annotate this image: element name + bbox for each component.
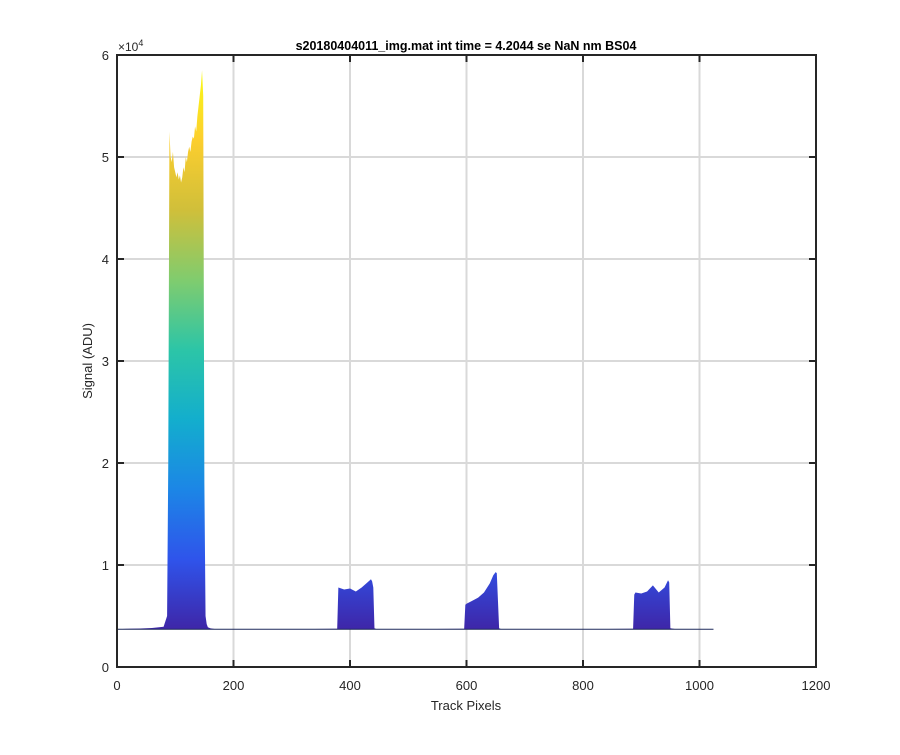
- x-axis-label: Track Pixels: [431, 698, 502, 713]
- series-layer: [117, 70, 714, 630]
- y-axis-label: Signal (ADU): [80, 323, 95, 399]
- y-exponent-label: ×104: [118, 38, 143, 54]
- x-tick-label: 0: [113, 678, 120, 693]
- axes: 0 200 400 600 800 1000 1200 0 1 2 3 4 5 6: [102, 48, 831, 693]
- y-tick-label: 3: [102, 354, 109, 369]
- y-tick-label: 0: [102, 660, 109, 675]
- x-tick-label: 1200: [802, 678, 831, 693]
- x-tick-label: 1000: [685, 678, 714, 693]
- y-tick-label: 6: [102, 48, 109, 63]
- x-tick-label: 600: [456, 678, 478, 693]
- chart-title: s20180404011_img.mat int time = 4.2044 s…: [296, 39, 637, 53]
- y-tick-label: 5: [102, 150, 109, 165]
- grid: [117, 55, 816, 667]
- x-tick-label: 400: [339, 678, 361, 693]
- y-tick-label: 4: [102, 252, 109, 267]
- signal-area: [117, 70, 714, 630]
- y-exponent-power: 4: [138, 38, 143, 48]
- y-exponent-base: ×10: [118, 40, 139, 54]
- x-tick-label: 800: [572, 678, 594, 693]
- y-tick-label: 1: [102, 558, 109, 573]
- y-tick-label: 2: [102, 456, 109, 471]
- x-tick-label: 200: [223, 678, 245, 693]
